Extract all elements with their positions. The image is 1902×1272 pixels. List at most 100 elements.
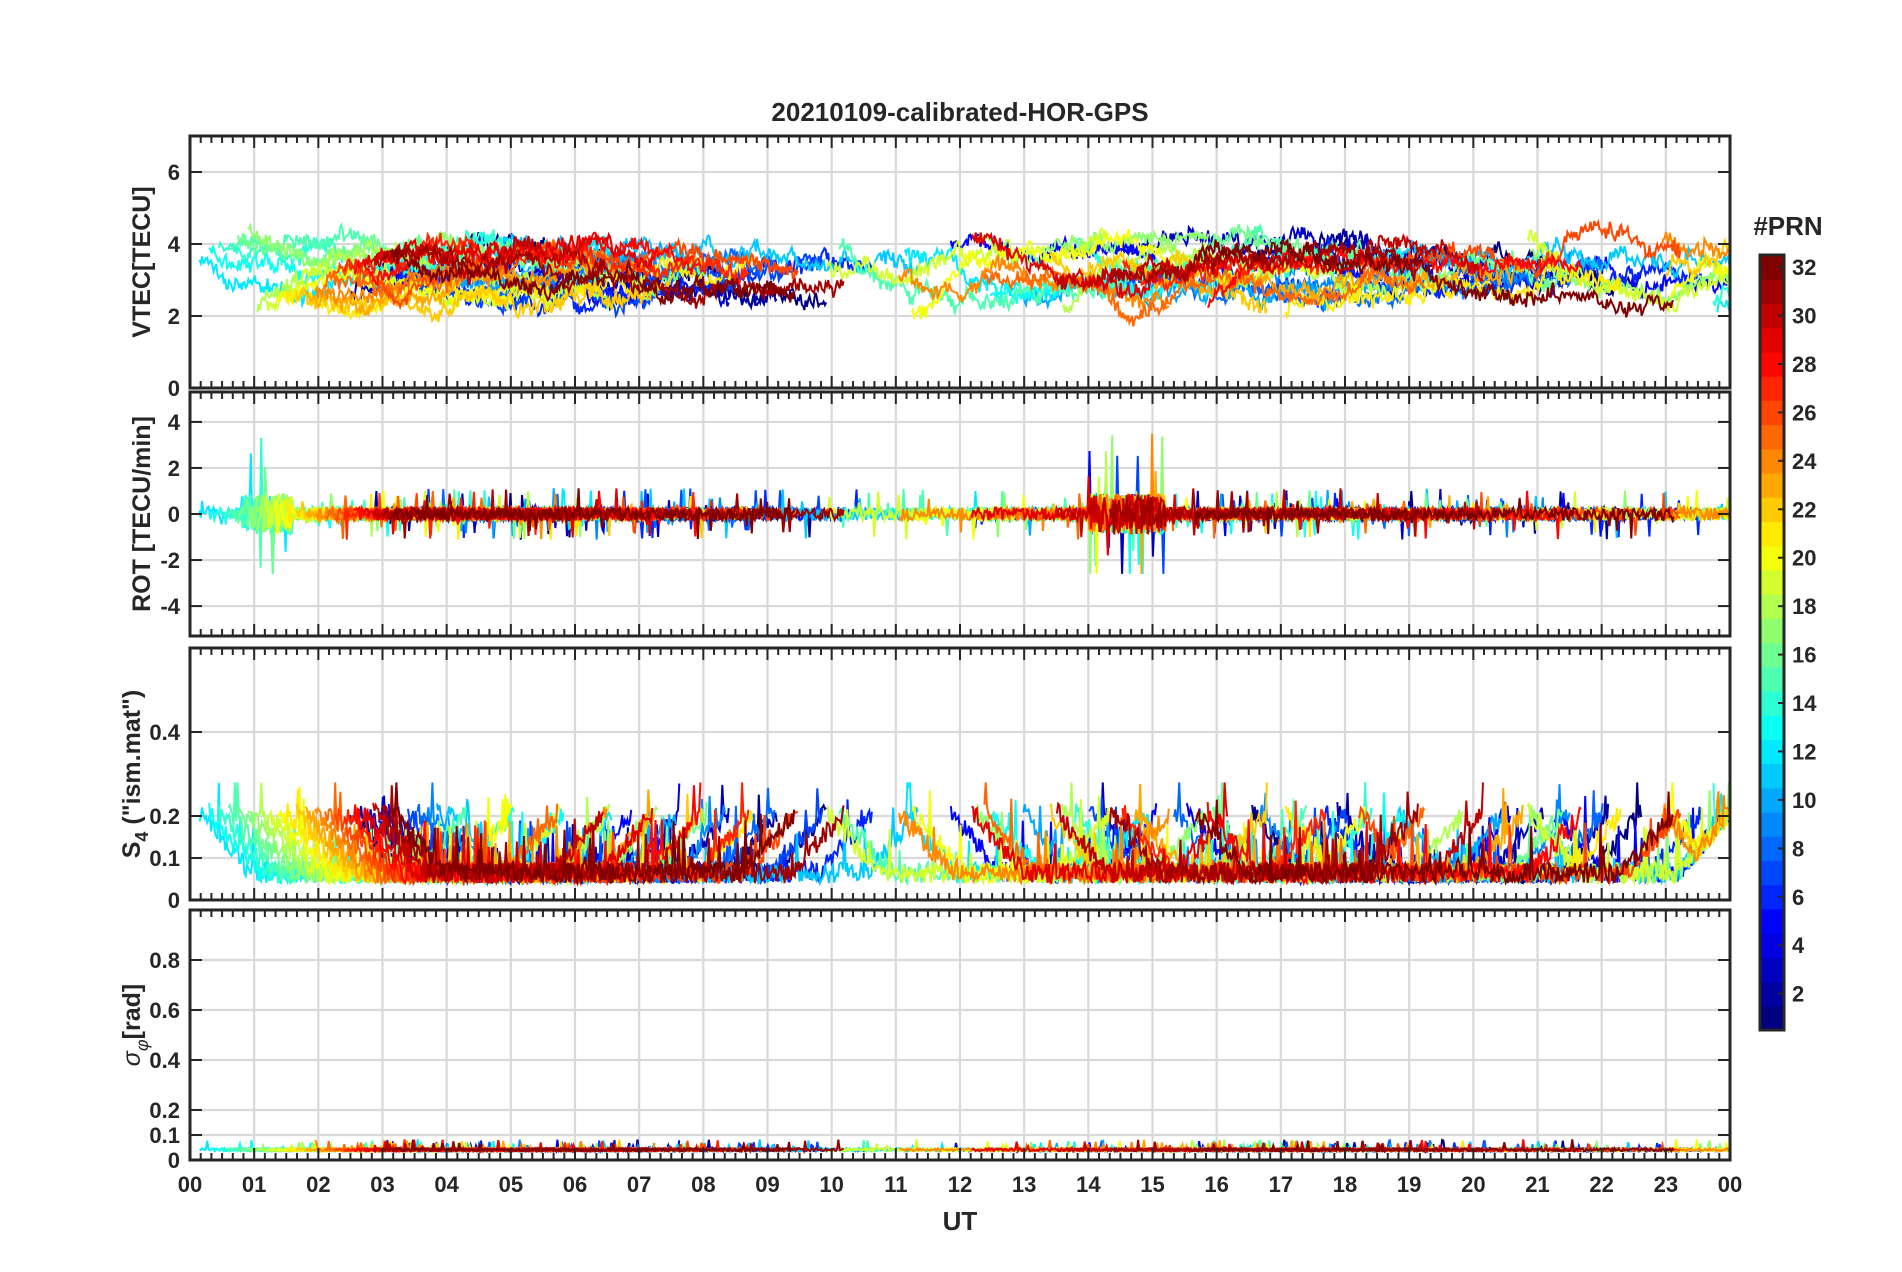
y-axis-label-vtec: VTEC[TECU]	[128, 186, 156, 337]
y-tick-label-sigma-phi: 0.4	[149, 1048, 180, 1073]
colorbar-segment	[1760, 521, 1784, 547]
series-line-prn-6	[1323, 236, 1702, 300]
series-line-prn-14	[1712, 282, 1730, 307]
y-axis-label-rot: ROT [TECU/min]	[128, 416, 156, 612]
y-tick-label-vtec: 0	[168, 376, 180, 401]
series-line-prn-32	[1194, 1139, 1675, 1154]
y-axis-label-sigma-phi-tail: [rad]	[118, 984, 146, 1040]
colorbar-tick-label: 32	[1792, 255, 1816, 280]
y-tick-label-s4: 0.1	[149, 846, 180, 871]
panel-sigma-phi: 00.10.2 0.4 0.6 0.8	[149, 908, 1732, 1173]
series-line-prn-32	[391, 246, 796, 307]
y-tick-label-vtec: 4	[168, 232, 181, 257]
series-line-prn-32	[391, 782, 796, 887]
y-tick-label-sigma-phi: 0.8	[149, 948, 180, 973]
colorbar-segment	[1760, 569, 1784, 595]
series-group-s4	[198, 782, 1730, 888]
x-tick-label: 22	[1589, 1172, 1613, 1197]
colorbar-segment	[1760, 279, 1784, 305]
colorbar-segment	[1760, 860, 1784, 886]
colorbar-tick-label: 2	[1792, 982, 1804, 1007]
colorbar-segment	[1760, 957, 1784, 983]
x-tick-label: 00	[178, 1172, 202, 1197]
series-line-prn-32	[1194, 791, 1675, 886]
colorbar-frame	[1758, 253, 1786, 1032]
colorbar-label: #PRN	[1753, 211, 1822, 241]
series-line-prn-32	[391, 488, 796, 539]
colorbar-tick-label: 20	[1792, 546, 1816, 571]
colorbar-segment	[1760, 472, 1784, 498]
series-line-prn-15	[227, 222, 467, 272]
x-tick-label: 13	[1012, 1172, 1036, 1197]
y-tick-label-rot: 2	[168, 456, 180, 481]
colorbar-tick-label: 16	[1792, 643, 1816, 668]
series-line-prn-31	[1108, 791, 1419, 886]
x-tick-label: 01	[242, 1172, 266, 1197]
colorbar-tick-label: 26	[1792, 400, 1816, 425]
series-line-prn-32	[391, 1139, 795, 1154]
x-tick-label: 16	[1204, 1172, 1228, 1197]
series-line-prn-28	[1206, 244, 1582, 309]
series-line-prn-31	[381, 785, 845, 885]
y-tick-label-s4: 0.4	[149, 720, 180, 745]
x-tick-label: 06	[563, 1172, 587, 1197]
x-tick-label: 23	[1654, 1172, 1678, 1197]
series-line-prn-24	[1661, 791, 1730, 863]
x-tick-label: 11	[884, 1172, 907, 1197]
y-tick-label-vtec: 6	[168, 160, 180, 185]
series-line-prn-31	[381, 244, 845, 309]
x-tick-label: 10	[819, 1172, 843, 1197]
x-tick-label: 00	[1718, 1172, 1742, 1197]
x-tick-label: 21	[1525, 1172, 1549, 1197]
panel-vtec: 0 2 4 6	[168, 134, 1732, 401]
x-axis-label: UT	[943, 1206, 978, 1236]
colorbar-tick-label: 12	[1792, 739, 1816, 764]
y-tick-label-rot: -2	[160, 548, 180, 573]
series-group-sigma-phi	[199, 1138, 1730, 1155]
colorbar-tick-label: 14	[1792, 691, 1817, 716]
x-tick-label: 19	[1397, 1172, 1421, 1197]
series-line-prn-30	[1055, 233, 1484, 292]
x-tick-labels: 00 01 02 03 04 05 06 07 08 09 10 11 12 13 14 15 16 17 18 19…	[178, 1172, 1742, 1197]
x-tick-label: 15	[1140, 1172, 1164, 1197]
y-tick-label-sigma-phi: 0	[168, 1148, 180, 1173]
y-axis-label-s4-tail: ("ism.mat")	[118, 690, 146, 832]
colorbar-segment	[1760, 327, 1784, 353]
x-tick-label: 08	[691, 1172, 715, 1197]
y-tick-label-s4: 0	[168, 888, 180, 913]
colorbar-segment	[1760, 763, 1784, 789]
colorbar-segment	[1760, 1005, 1784, 1031]
colorbar-segment	[1760, 618, 1784, 644]
y-axis-label-s4: S4 ("ism.mat")	[118, 690, 152, 859]
series-line-prn-25	[983, 265, 1426, 327]
panel-rot: -4 -2 0 2 4	[160, 390, 1732, 638]
colorbar-segment	[1760, 376, 1784, 401]
y-tick-label-vtec: 2	[168, 304, 180, 329]
x-tick-label: 09	[755, 1172, 779, 1197]
colorbar-segment	[1760, 715, 1784, 740]
y-axis-label-s4-sub: 4	[132, 832, 152, 842]
series-line-prn-24	[1661, 504, 1730, 522]
series-line-prn-32	[1194, 497, 1675, 539]
colorbar-tick-label: 8	[1792, 836, 1804, 861]
series-line-prn-27	[1121, 800, 1327, 886]
x-tick-label: 12	[948, 1172, 972, 1197]
x-tick-label: 03	[370, 1172, 394, 1197]
tick-marks-sigma-phi	[189, 910, 1731, 1161]
colorbar-tick-label: 30	[1792, 304, 1816, 329]
colorbar-tick-label: 4	[1792, 933, 1805, 958]
tick-marks-vtec	[189, 136, 1731, 389]
series-line-prn-31	[1108, 239, 1419, 284]
x-tick-label: 14	[1076, 1172, 1101, 1197]
y-axis-label-s4-main: S	[118, 842, 146, 859]
y-tick-label-rot: 4	[168, 410, 181, 435]
x-tick-label: 02	[306, 1172, 330, 1197]
colorbar-segment	[1760, 666, 1784, 692]
x-tick-label: 04	[434, 1172, 459, 1197]
y-axis-label-sigma-phi-main: σ	[118, 1050, 146, 1066]
y-tick-label-rot: 0	[168, 502, 180, 527]
colorbar-segment	[1760, 812, 1784, 837]
panel-s4: 0 0.1 0.2 0.4	[149, 646, 1732, 913]
